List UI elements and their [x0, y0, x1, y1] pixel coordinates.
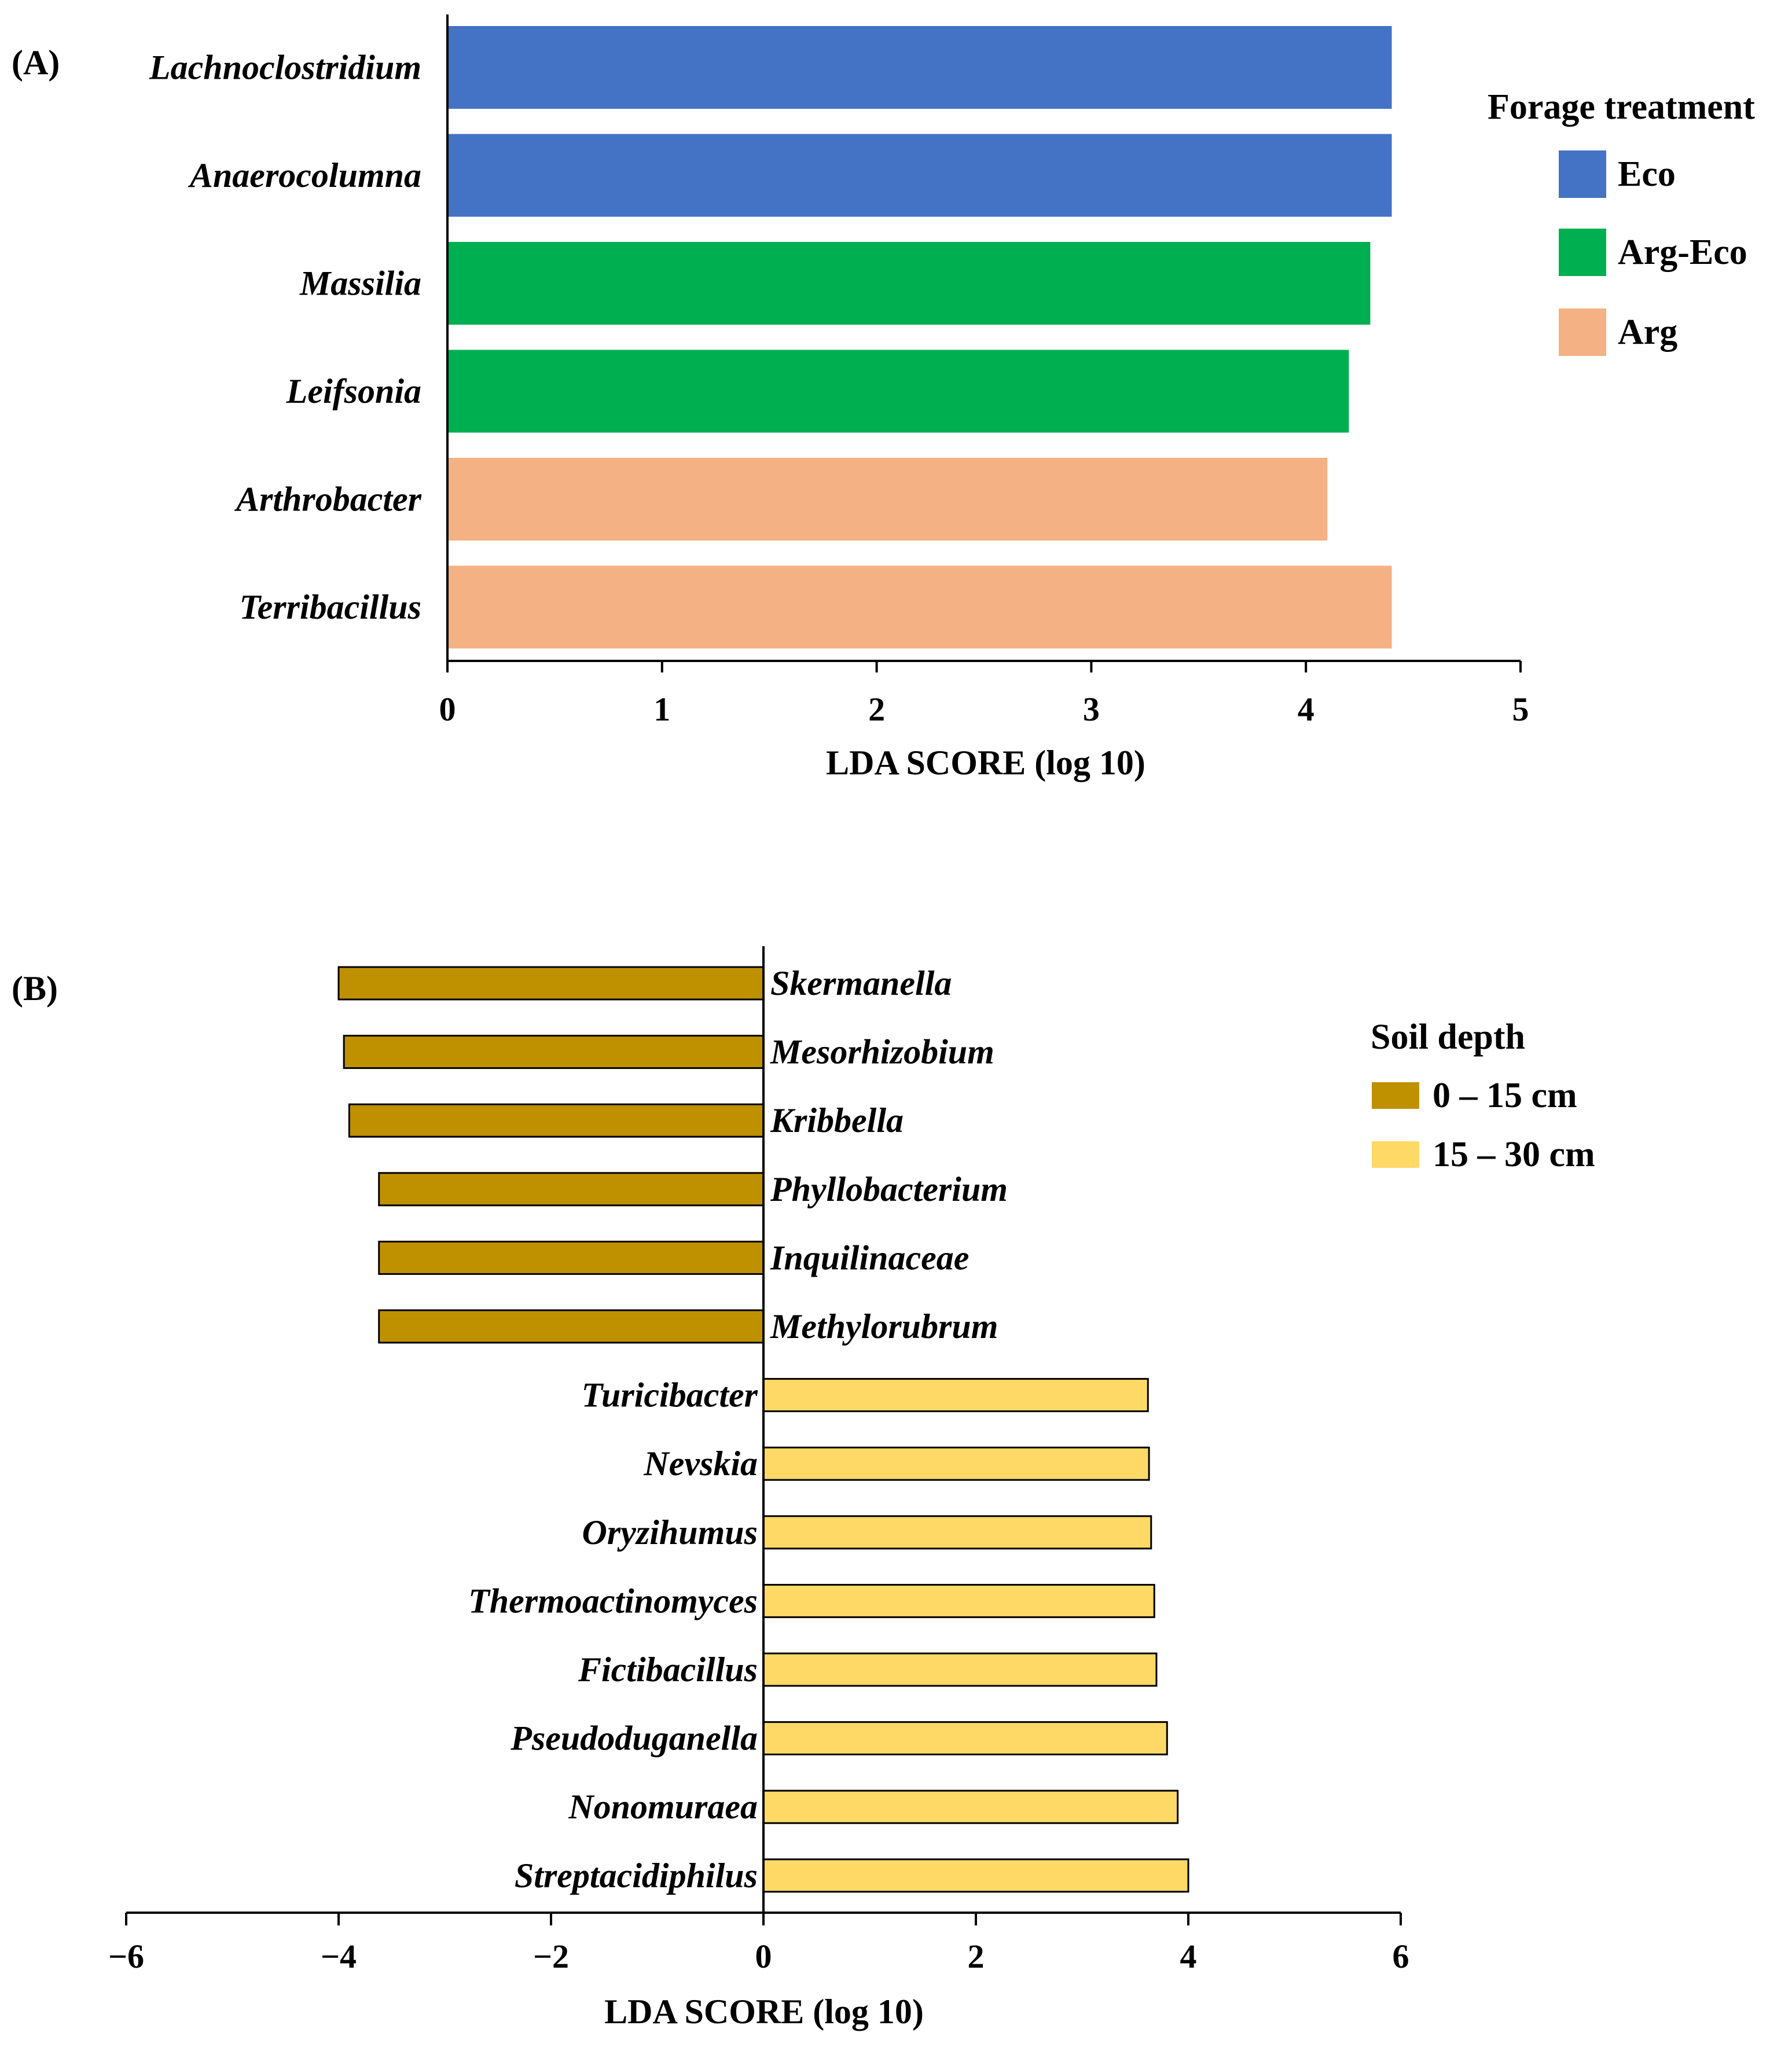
panel-b-x-tick-label: −2: [533, 1938, 569, 1975]
panel-b-category-label: Fictibacillus: [578, 1651, 758, 1689]
panel-a-bar-lachnoclostridium: [447, 26, 1392, 109]
panel-b-x-tick-label: −6: [108, 1938, 144, 1975]
panel-b-x-tick-label: 0: [755, 1938, 772, 1975]
panel-b-bars: [337, 966, 1189, 1893]
panel-a-legend-swatch-eco: [1559, 150, 1606, 198]
panel-b-x-ticks: −6 −4 −2 0 2 4 6: [108, 1913, 1409, 1975]
panel-a-category-label: Massilia: [299, 264, 421, 303]
panel-b-x-tick-label: 2: [968, 1938, 985, 1975]
panel-b-bar-phyllobacterium: [378, 1172, 765, 1207]
panel-a-x-tick-label: 3: [1083, 690, 1100, 728]
panel-b-category-label: Mesorhizobium: [770, 1033, 994, 1071]
panel-b-category-label: Phyllobacterium: [770, 1170, 1008, 1208]
panel-a-axes: [446, 14, 1521, 662]
panel-b-category-label: Skermanella: [770, 964, 952, 1002]
panel-b-legend-label: 0 – 15 cm: [1433, 1076, 1577, 1115]
panel-b-x-axis-title: LDA SCORE (log 10): [604, 1993, 924, 2031]
panel-a-x-tick-label: 1: [653, 690, 670, 728]
panel-b-bar-kribbella: [348, 1103, 765, 1138]
panel-b-axes: [126, 946, 1401, 1914]
panel-b-category-label: Methylorubrum: [770, 1307, 998, 1346]
panel-b-x-tick-label: 4: [1180, 1938, 1197, 1975]
panel-b-bar-mesorhizobium: [343, 1035, 765, 1069]
panel-a-category-label: Anaerocolumna: [188, 156, 421, 194]
panel-b-bar-thermoactinomyces: [762, 1583, 1155, 1618]
panel-b-bar-nonomuraea: [762, 1789, 1179, 1824]
panel-b-label: (B): [12, 969, 58, 1008]
panel-b-legend-label: 15 – 30 cm: [1433, 1135, 1595, 1174]
panel-a-bar-leifsonia: [447, 350, 1349, 433]
panel-b-category-label: Pseudoduganella: [510, 1719, 758, 1758]
panel-b-category-label: Streptacidiphilus: [515, 1857, 758, 1895]
panel-b-bar-turicibacter: [762, 1378, 1149, 1413]
panel-a-x-tick-label: 0: [439, 690, 456, 728]
panel-a-category-label: Leifsonia: [286, 372, 421, 410]
panel-b-legend: Soil depth 0 – 15 cm 15 – 30 cm: [1371, 1017, 1595, 1174]
panel-a-x-tick-label: 5: [1512, 690, 1529, 728]
panel-b-category-labels: Skermanella Mesorhizobium Kribbella Phyllob…: [468, 964, 1008, 1895]
panel-a-x-ticks: 0 1 2 3 4 5: [439, 661, 1529, 728]
panel-a-x-axis-title: LDA SCORE (log 10): [826, 744, 1145, 782]
panel-b-legend-swatch-15-30-cm: [1372, 1141, 1419, 1168]
panel-b-legend-swatch-0-15-cm: [1372, 1082, 1419, 1109]
panel-a-legend-label: Eco: [1618, 155, 1676, 194]
panel-b-bar-fictibacillus: [762, 1652, 1158, 1687]
panel-a-category-label: Lachnoclostridium: [149, 49, 421, 87]
panel-a-legend-swatch-arg: [1559, 308, 1606, 356]
panel-b-category-label: Nevskia: [643, 1444, 758, 1483]
panel-b-category-label: Inquilinaceae: [770, 1238, 969, 1277]
panel-b-bar-streptacidiphilus: [762, 1858, 1189, 1893]
panel-b-bar-methylorubrum: [378, 1309, 765, 1344]
panel-a-x-tick-label: 2: [868, 690, 885, 728]
panel-b-x-tick-label: 6: [1393, 1938, 1409, 1975]
panel-a-bar-anaerocolumna: [447, 134, 1392, 217]
panel-a-category-label: Terribacillus: [239, 588, 421, 626]
panel-b-bar-nevskia: [762, 1446, 1150, 1481]
panel-a-legend-swatch-arg-eco: [1559, 229, 1606, 276]
panel-b-category-label: Nonomuraea: [568, 1788, 758, 1826]
panel-b-category-label: Turicibacter: [582, 1376, 758, 1414]
panel-a-legend-label: Arg: [1618, 313, 1677, 352]
panel-a-legend-title: Forage treatment: [1488, 87, 1755, 127]
panel-a: (A) Lachnoclostridium Anaerocolumna Massil…: [12, 14, 1755, 782]
panel-b-category-label: Oryzihumus: [582, 1513, 758, 1552]
panel-a-bar-arthrobacter: [447, 458, 1328, 541]
panel-a-bar-massilia: [447, 242, 1371, 325]
panel-a-legend: Forage treatment Eco Arg-Eco Arg: [1488, 87, 1755, 356]
panel-a-bar-terribacillus: [447, 565, 1392, 649]
panel-a-bars: [447, 26, 1392, 649]
panel-b-category-label: Kribbella: [770, 1101, 904, 1140]
panel-b-bar-oryzihumus: [762, 1515, 1152, 1550]
panel-a-x-tick-label: 4: [1298, 690, 1314, 728]
panel-b-x-tick-label: −4: [321, 1938, 357, 1975]
panel-a-category-label: Arthrobacter: [234, 480, 422, 519]
panel-a-label: (A): [12, 43, 60, 82]
panel-b-bar-pseudoduganella: [762, 1721, 1168, 1756]
panel-b: (B) Skermanella Mesorhizobium Kribbella Phy…: [12, 946, 1595, 2031]
panel-b-legend-title: Soil depth: [1371, 1017, 1525, 1057]
panel-a-legend-label: Arg-Eco: [1618, 233, 1747, 272]
panel-b-bar-inquilinaceae: [378, 1240, 765, 1275]
panel-a-category-labels: Lachnoclostridium Anaerocolumna Massilia Le…: [149, 49, 422, 627]
panel-b-category-label: Thermoactinomyces: [468, 1582, 758, 1620]
panel-b-bar-skermanella: [337, 966, 765, 1001]
